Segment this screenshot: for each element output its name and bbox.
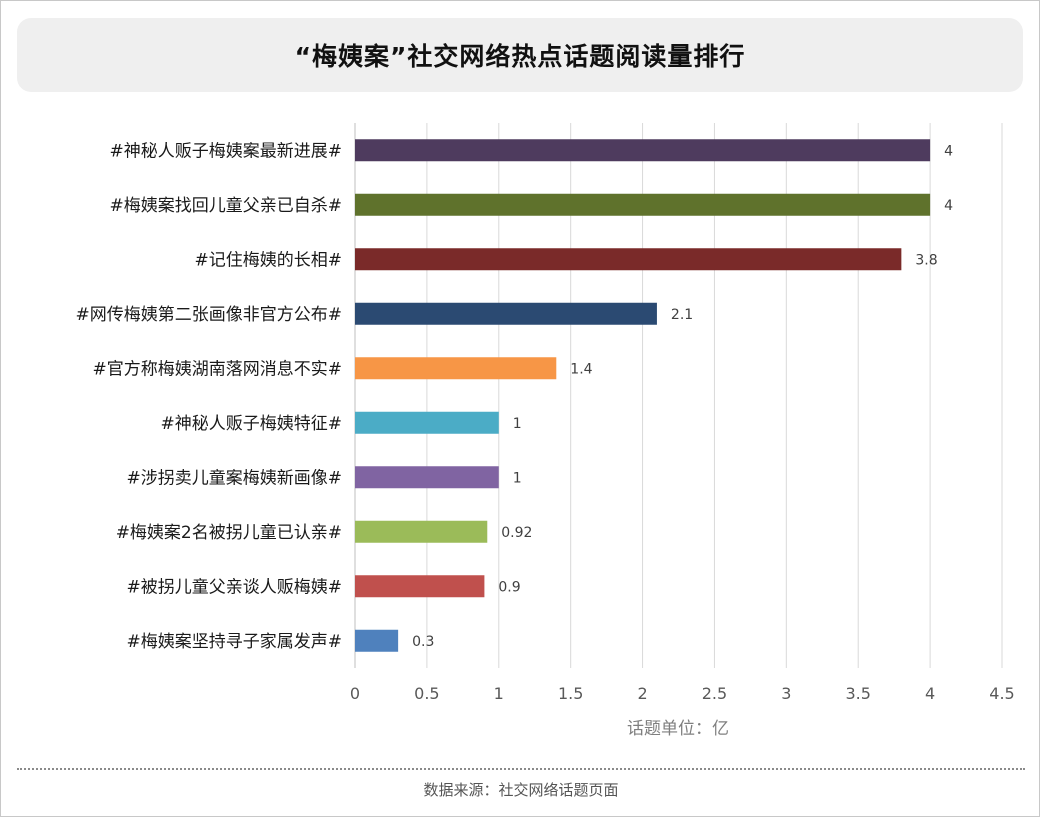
value-label: 2.1: [671, 307, 693, 323]
category-label: #梅姨案找回儿童父亲已自杀#: [110, 196, 343, 216]
category-label: #梅姨案2名被拐儿童已认亲#: [116, 523, 342, 543]
bar: [355, 575, 485, 598]
footer-divider: [17, 768, 1025, 770]
x-tick-label: 1: [494, 684, 504, 703]
data-source-note: 数据来源：社交网络话题页面: [423, 781, 619, 799]
bar: [355, 248, 902, 271]
x-tick-label: 2: [637, 684, 647, 703]
value-label: 0.3: [412, 634, 434, 650]
value-label: 1: [513, 416, 522, 432]
bar: [355, 520, 488, 543]
x-axis-title: 话题单位：亿: [627, 719, 729, 739]
value-label: 4: [944, 198, 953, 214]
value-label: 1: [513, 470, 522, 486]
title-banner: “梅姨案”社交网络热点话题阅读量排行: [17, 18, 1023, 92]
category-label: #梅姨案坚持寻子家属发声#: [127, 632, 343, 652]
x-tick-label: 3: [781, 684, 791, 703]
category-label: #神秘人贩子梅姨特征#: [161, 414, 343, 434]
bar: [355, 629, 399, 652]
category-label: #网传梅姨第二张画像非官方公布#: [76, 305, 343, 325]
bar: [355, 466, 499, 489]
value-label: 0.9: [498, 579, 520, 595]
value-label: 1.4: [570, 361, 592, 377]
category-label: #涉拐卖儿童案梅姨新画像#: [127, 468, 343, 488]
value-label: 3.8: [915, 252, 937, 268]
bar: [355, 139, 931, 162]
bar: [355, 193, 931, 216]
bar: [355, 411, 499, 434]
bar: [355, 357, 557, 380]
value-label: 0.92: [501, 525, 532, 541]
x-tick-label: 2.5: [702, 684, 727, 703]
category-label: #神秘人贩子梅姨案最新进展#: [110, 141, 343, 161]
x-tick-label: 0: [350, 684, 360, 703]
value-label: 4: [944, 143, 953, 159]
x-tick-label: 4.5: [989, 684, 1014, 703]
category-label: #被拐儿童父亲谈人贩梅姨#: [127, 577, 343, 597]
category-label: #官方称梅姨湖南落网消息不实#: [93, 359, 343, 379]
x-tick-label: 0.5: [414, 684, 439, 703]
x-tick-label: 1.5: [558, 684, 583, 703]
category-label: #记住梅姨的长相#: [195, 250, 343, 270]
x-tick-label: 4: [925, 684, 935, 703]
chart-title: “梅姨案”社交网络热点话题阅读量排行: [294, 42, 746, 71]
x-tick-label: 3.5: [845, 684, 870, 703]
bar: [355, 302, 657, 325]
